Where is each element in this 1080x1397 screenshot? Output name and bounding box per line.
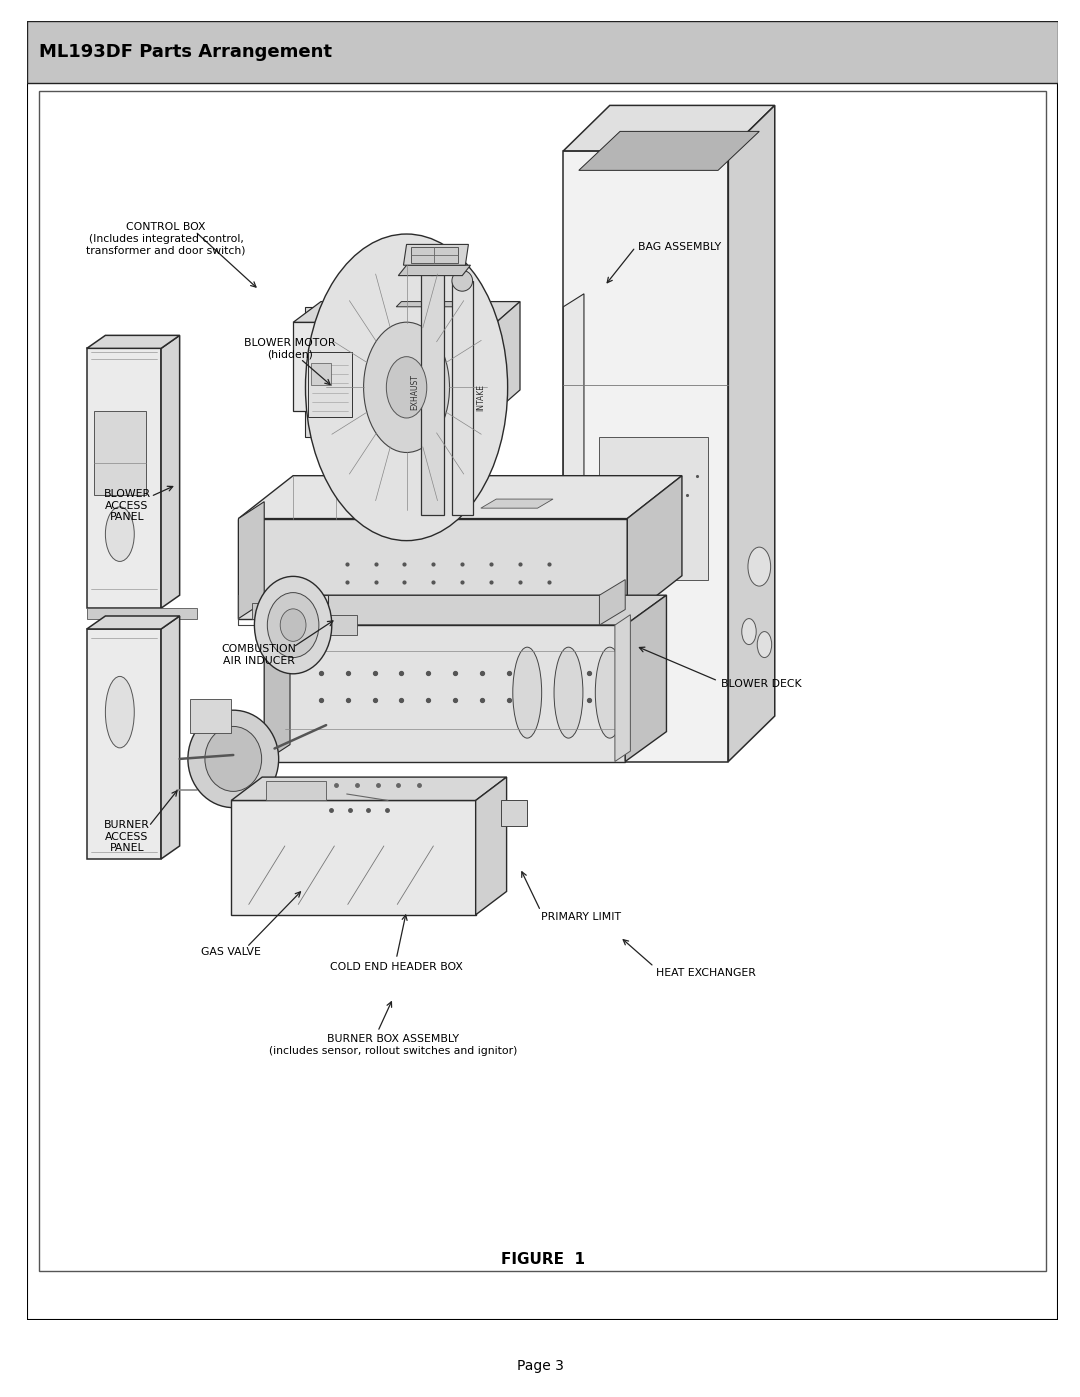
Polygon shape <box>265 624 625 761</box>
Polygon shape <box>728 105 774 761</box>
Polygon shape <box>627 475 681 619</box>
Text: BURNER
ACCESS
PANEL: BURNER ACCESS PANEL <box>104 820 150 854</box>
Polygon shape <box>481 499 553 509</box>
Polygon shape <box>239 475 681 518</box>
Polygon shape <box>293 323 497 411</box>
Text: COMBUSTION
AIR INDUCER: COMBUSTION AIR INDUCER <box>221 644 297 666</box>
Polygon shape <box>86 608 198 619</box>
Ellipse shape <box>742 619 756 644</box>
Polygon shape <box>231 777 507 800</box>
Text: BURNER BOX ASSEMBLY
(includes sensor, rollout switches and ignitor): BURNER BOX ASSEMBLY (includes sensor, ro… <box>269 1034 517 1056</box>
Text: Page 3: Page 3 <box>516 1359 564 1373</box>
Text: CONTROL BOX
(Includes integrated control,
transformer and door switch): CONTROL BOX (Includes integrated control… <box>86 222 246 256</box>
Polygon shape <box>410 247 458 263</box>
Text: GAS VALVE: GAS VALVE <box>201 947 261 957</box>
Ellipse shape <box>364 323 449 453</box>
Ellipse shape <box>205 726 261 791</box>
Polygon shape <box>190 698 231 733</box>
Ellipse shape <box>757 631 772 658</box>
Text: COLD END HEADER BOX: COLD END HEADER BOX <box>329 961 462 972</box>
Text: BLOWER MOTOR
(hidden): BLOWER MOTOR (hidden) <box>244 338 336 359</box>
Polygon shape <box>86 348 161 608</box>
Polygon shape <box>564 293 584 761</box>
Text: INTAKE: INTAKE <box>476 384 486 411</box>
Ellipse shape <box>106 676 134 747</box>
Polygon shape <box>161 616 179 859</box>
Polygon shape <box>265 595 666 624</box>
Polygon shape <box>421 265 444 514</box>
Ellipse shape <box>306 235 508 541</box>
Polygon shape <box>599 437 707 580</box>
Polygon shape <box>396 302 471 307</box>
Polygon shape <box>501 800 527 827</box>
Text: PRIMARY LIMIT: PRIMARY LIMIT <box>541 912 621 922</box>
Ellipse shape <box>268 592 319 658</box>
Polygon shape <box>293 302 519 323</box>
Polygon shape <box>451 281 473 514</box>
Polygon shape <box>262 595 328 644</box>
Polygon shape <box>579 131 759 170</box>
Ellipse shape <box>748 548 771 587</box>
Text: ML193DF Parts Arrangement: ML193DF Parts Arrangement <box>39 43 333 61</box>
Ellipse shape <box>106 507 134 562</box>
Polygon shape <box>497 302 519 411</box>
Ellipse shape <box>280 609 306 641</box>
Polygon shape <box>267 781 326 800</box>
Polygon shape <box>399 265 471 275</box>
Ellipse shape <box>513 647 542 738</box>
Polygon shape <box>475 777 507 915</box>
Polygon shape <box>564 151 728 761</box>
Text: EXHAUST: EXHAUST <box>410 374 419 411</box>
Bar <box>27 21 1058 84</box>
Text: BLOWER
ACCESS
PANEL: BLOWER ACCESS PANEL <box>104 489 150 522</box>
Polygon shape <box>265 608 291 761</box>
Polygon shape <box>599 580 625 624</box>
Polygon shape <box>564 105 774 151</box>
Polygon shape <box>231 800 475 915</box>
Polygon shape <box>94 411 146 495</box>
Text: FIGURE  1: FIGURE 1 <box>501 1252 584 1267</box>
Text: BLOWER DECK: BLOWER DECK <box>721 679 801 689</box>
Polygon shape <box>615 615 631 761</box>
Polygon shape <box>86 335 179 348</box>
Polygon shape <box>239 502 265 619</box>
Ellipse shape <box>188 710 279 807</box>
Polygon shape <box>86 629 161 859</box>
Polygon shape <box>311 363 332 384</box>
Polygon shape <box>625 595 666 761</box>
Ellipse shape <box>451 271 473 291</box>
Polygon shape <box>86 616 179 629</box>
Polygon shape <box>308 352 352 418</box>
Text: HEAT EXCHANGER: HEAT EXCHANGER <box>657 968 756 978</box>
Polygon shape <box>239 518 627 619</box>
Ellipse shape <box>421 254 444 275</box>
Polygon shape <box>161 335 179 608</box>
Ellipse shape <box>554 647 583 738</box>
Ellipse shape <box>595 647 624 738</box>
Polygon shape <box>252 604 267 619</box>
Polygon shape <box>306 307 388 437</box>
Polygon shape <box>404 244 469 265</box>
Ellipse shape <box>387 356 427 418</box>
Polygon shape <box>328 615 357 636</box>
Text: BAG ASSEMBLY: BAG ASSEMBLY <box>637 242 720 251</box>
Ellipse shape <box>255 577 332 673</box>
